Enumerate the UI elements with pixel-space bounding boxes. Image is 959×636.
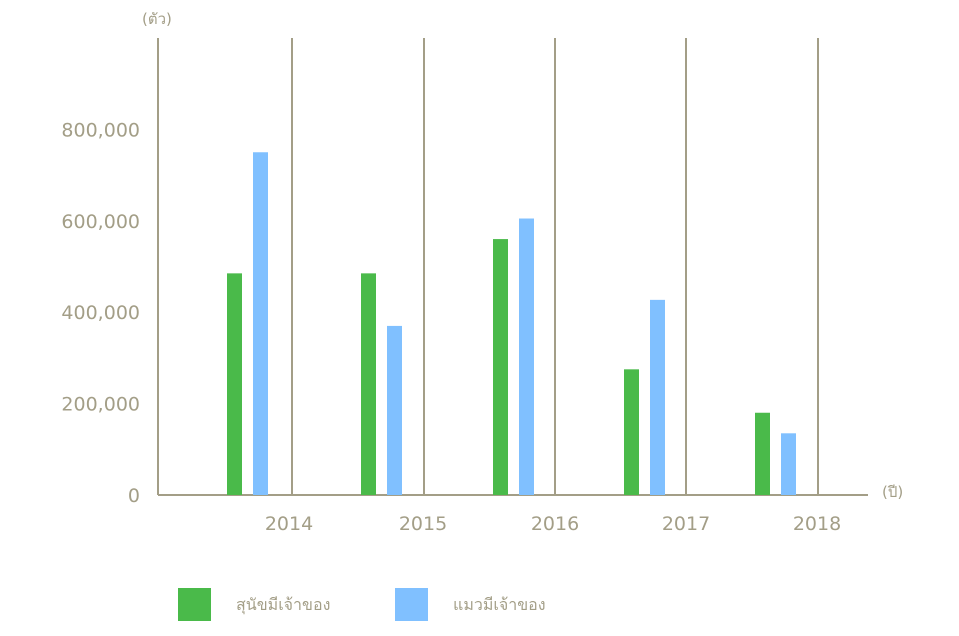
bar-2018-series-2 (781, 433, 796, 495)
bars (227, 152, 796, 495)
bar-2014-series-1 (227, 273, 242, 495)
legend-label-1: สุนัขมีเจ้าของ (236, 595, 330, 615)
y-tick-label: 200,000 (61, 394, 140, 416)
legend-swatch-2 (395, 588, 428, 621)
bar-2015-series-1 (361, 273, 376, 495)
bar-2017-series-2 (650, 299, 665, 495)
bar-2015-series-2 (387, 325, 402, 495)
legend-swatch-1 (178, 588, 211, 621)
x-tick-label-2014: 2014 (265, 513, 313, 535)
y-tick-label: 800,000 (61, 119, 140, 141)
legend: สุนัขมีเจ้าของ แมวมีเจ้าของ (178, 588, 546, 621)
bar-2018-series-1 (755, 412, 770, 495)
grid-lines (291, 38, 819, 495)
y-tick-label: 0 (128, 485, 140, 507)
x-tick-label-2018: 2018 (793, 513, 841, 535)
y-tick-label: 600,000 (61, 211, 140, 233)
y-tick-labels: 0 200,000 400,000 600,000 800,000 (61, 119, 140, 507)
bar-2014-series-2 (253, 152, 268, 495)
bar-2016-series-1 (493, 239, 508, 495)
bar-2017-series-1 (624, 369, 639, 495)
x-tick-labels: 2014 2015 2016 2017 2018 (265, 513, 841, 535)
bar-2016-series-2 (519, 218, 534, 495)
y-unit-label: (ตัว) (142, 10, 172, 28)
x-tick-label-2016: 2016 (531, 513, 579, 535)
x-tick-label-2017: 2017 (662, 513, 710, 535)
y-tick-label: 400,000 (61, 302, 140, 324)
x-unit-label: (ปี) (882, 483, 903, 501)
x-tick-label-2015: 2015 (399, 513, 447, 535)
legend-label-2: แมวมีเจ้าของ (453, 595, 546, 614)
